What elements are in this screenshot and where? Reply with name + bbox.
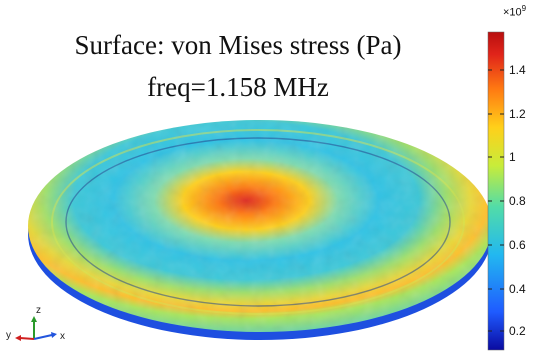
colorbar-tick-label: 1.4 <box>509 63 526 77</box>
colorbar-exponent: ×109 <box>503 4 527 19</box>
axis-label-y: y <box>6 330 11 341</box>
colorbar-tick-label: 1.2 <box>509 107 526 121</box>
colorbar-ticks <box>488 69 504 332</box>
plot-title: Surface: von Mises stress (Pa) <box>74 30 402 60</box>
axis-label-z: z <box>36 305 41 316</box>
surface-texture <box>28 120 492 332</box>
colorbar-tick-label: 0.4 <box>509 282 526 296</box>
colorbar-tick-label: 0.2 <box>509 324 526 338</box>
axis-triad <box>15 316 57 341</box>
axis-label-x: x <box>60 331 65 342</box>
plot-subtitle: freq=1.158 MHz <box>147 72 329 102</box>
colorbar-tick-label: 1 <box>509 150 516 164</box>
colorbar-tick-label: 0.6 <box>509 238 526 252</box>
colorbar-tick-label: 0.8 <box>509 194 526 208</box>
colorbar <box>487 31 505 351</box>
